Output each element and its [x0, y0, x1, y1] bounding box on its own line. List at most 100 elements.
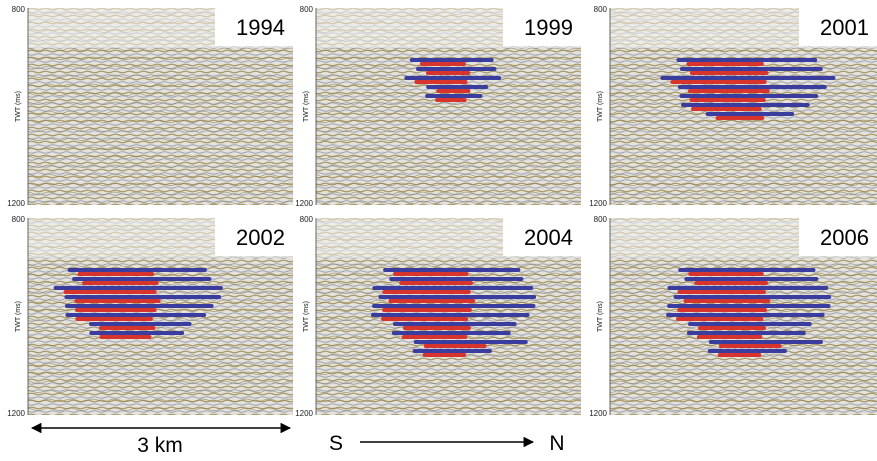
seismic-panel: 2006 800 1200 TWT (ms) — [589, 215, 877, 418]
anomaly-blue — [666, 313, 825, 317]
year-label: 2006 — [820, 225, 869, 250]
anomaly-blue — [673, 295, 832, 299]
year-label: 2002 — [236, 225, 285, 250]
anomaly-red — [74, 299, 161, 303]
anomaly-blue — [391, 331, 511, 335]
anomaly-blue — [89, 331, 185, 335]
anomaly-red — [677, 290, 766, 294]
anomaly-red — [686, 62, 764, 66]
anomaly-red — [718, 344, 782, 348]
anomaly-red — [689, 98, 766, 102]
anomaly-red — [694, 281, 769, 285]
anomaly-blue — [676, 58, 818, 62]
anomaly-blue — [65, 313, 207, 317]
year-label: 1994 — [236, 15, 285, 40]
anomaly-red — [382, 290, 471, 294]
anomaly-blue — [678, 268, 816, 272]
anomaly-red — [715, 116, 765, 120]
year-box — [503, 8, 581, 46]
anomaly-blue — [679, 67, 823, 71]
seismic-panel: 2001 800 1200 TWT (ms) — [589, 5, 877, 208]
anomaly-red — [393, 272, 469, 276]
anomaly-blue — [413, 340, 528, 344]
anomaly-red — [77, 272, 155, 276]
anomaly-red — [401, 335, 468, 339]
year-label: 2001 — [820, 15, 869, 40]
anomaly-red — [676, 317, 764, 321]
anomaly-red — [382, 308, 472, 312]
anomaly-blue — [53, 286, 223, 290]
anomaly-red — [380, 317, 469, 321]
anomaly-red — [74, 308, 157, 312]
anomaly-blue — [415, 67, 497, 71]
anomaly-red — [63, 290, 157, 294]
year-label: 2004 — [524, 225, 573, 250]
anomaly-red — [414, 80, 468, 84]
anomaly-blue — [72, 277, 212, 281]
y-axis-label: TWT (ms) — [597, 91, 604, 122]
y-tick-label: 1200 — [7, 409, 25, 418]
direction-to: N — [549, 432, 564, 455]
seismic-panel: 1994 800 1200 TWT (ms) — [7, 5, 293, 208]
y-tick-label: 1200 — [589, 199, 607, 208]
y-tick-label: 800 — [300, 5, 314, 14]
y-axis-label: TWT (ms) — [597, 301, 604, 332]
anomaly-blue — [660, 76, 836, 80]
anomaly-blue — [378, 295, 537, 299]
anomaly-red — [436, 89, 471, 93]
anomaly-blue — [426, 85, 489, 89]
anomaly-red — [419, 62, 466, 66]
y-tick-label: 1200 — [295, 409, 313, 418]
y-axis-label: TWT (ms) — [303, 91, 310, 122]
y-tick-label: 800 — [12, 215, 26, 224]
anomaly-red — [402, 326, 471, 330]
anomaly-blue — [370, 313, 530, 317]
y-axis-label: TWT (ms) — [15, 91, 22, 122]
anomaly-red — [689, 71, 769, 75]
anomaly-blue — [88, 322, 192, 326]
anomaly-blue — [64, 295, 222, 299]
y-axis-label: TWT (ms) — [303, 301, 310, 332]
y-tick-label: 800 — [594, 215, 608, 224]
anomaly-red — [399, 281, 473, 285]
anomaly-blue — [392, 322, 517, 326]
anomaly-blue — [705, 112, 795, 116]
anomaly-blue — [389, 277, 524, 281]
anomaly-blue — [680, 103, 810, 107]
anomaly-red — [717, 353, 762, 357]
anomaly-red — [75, 317, 153, 321]
y-tick-label: 1200 — [295, 199, 313, 208]
anomaly-red — [435, 98, 467, 102]
anomaly-red — [688, 272, 764, 276]
anomaly-blue — [667, 286, 829, 290]
anomaly-blue — [707, 349, 787, 353]
anomaly-red — [82, 281, 159, 285]
anomaly-red — [422, 353, 467, 357]
anomaly-red — [683, 299, 771, 303]
y-tick-label: 1200 — [589, 409, 607, 418]
anomaly-red — [696, 335, 763, 339]
anomaly-blue — [686, 331, 806, 335]
y-tick-label: 800 — [594, 5, 608, 14]
anomaly-blue — [372, 286, 534, 290]
anomaly-red — [388, 299, 476, 303]
anomaly-red — [670, 80, 767, 84]
anomaly-blue — [677, 85, 827, 89]
seismic-panel: 2002 800 1200 TWT (ms) — [7, 215, 293, 418]
anomaly-red — [425, 71, 471, 75]
year-box — [215, 8, 293, 46]
anomaly-red — [687, 89, 770, 93]
anomaly-red — [697, 326, 767, 330]
anomaly-blue — [425, 94, 483, 98]
anomaly-blue — [372, 304, 536, 308]
anomaly-blue — [409, 58, 494, 62]
anomaly-blue — [64, 304, 214, 308]
anomaly-red — [98, 326, 156, 330]
seismic-panel: 1999 800 1200 TWT (ms) — [295, 5, 581, 208]
y-tick-label: 1200 — [7, 199, 25, 208]
seismic-panel: 2004 800 1200 TWT (ms) — [295, 215, 581, 418]
anomaly-red — [690, 107, 762, 111]
y-tick-label: 800 — [300, 215, 314, 224]
